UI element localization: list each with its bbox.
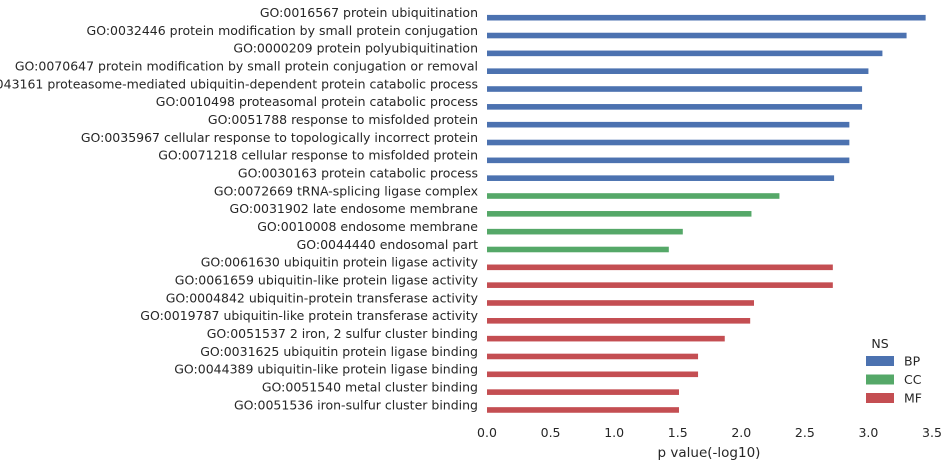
bar-bp [487, 50, 883, 57]
bar-bp [487, 32, 907, 39]
x-tick-label: 3.5 [922, 425, 942, 440]
bar-cc [487, 228, 683, 235]
x-axis: p value(-log10) 0.0 0.5 1.0 1.5 2.0 2.5 3.0 3.5 [477, 425, 942, 461]
legend-label-mf: MF [904, 391, 922, 406]
category-label: GO:0044440 endosomal part [297, 237, 479, 252]
bar-mf [487, 300, 754, 306]
x-tick-label: 0.5 [541, 425, 561, 440]
bar-bp [487, 68, 869, 74]
category-label: GO:0043161 proteasome-mediated ubiquitin… [0, 76, 478, 91]
category-label: GO:0019787 ubiquitin-like protein transf… [140, 308, 478, 323]
x-tick-label: 3.0 [858, 425, 878, 440]
category-label: GO:0051540 metal cluster binding [262, 379, 478, 394]
bar-bp [487, 139, 850, 146]
legend-label-bp: BP [904, 354, 921, 369]
category-label: GO:0000209 protein polyubiquitination [233, 41, 478, 56]
category-label: GO:0016567 protein ubiquitination [260, 5, 478, 20]
category-label: GO:0061659 ubiquitin-like protein ligase… [175, 272, 479, 287]
bar-cc [487, 246, 669, 253]
category-label: GO:0031625 ubiquitin protein ligase bind… [200, 344, 478, 359]
bar-mf [487, 353, 699, 360]
legend-label-cc: CC [904, 372, 922, 387]
legend: NS BP CC MF [866, 336, 922, 406]
x-tick-label: 1.0 [604, 425, 624, 440]
bar-cc [487, 211, 752, 217]
category-label: GO:0035967 cellular response to topologi… [81, 130, 478, 145]
bar-mf [487, 282, 833, 288]
legend-title: NS [871, 336, 888, 351]
category-label: GO:0010498 proteasomal protein catabolic… [156, 94, 478, 109]
bar-mf [487, 318, 751, 324]
bar-cc [487, 193, 780, 199]
category-label: GO:0051788 response to misfolded protein [208, 112, 478, 127]
category-label: GO:0004842 ubiquitin-protein transferase… [166, 290, 479, 305]
category-labels: GO:0016567 protein ubiquitination GO:0032… [0, 5, 479, 412]
x-axis-label: p value(-log10) [658, 445, 761, 461]
bar-bp [487, 121, 850, 128]
bar-mf [487, 371, 699, 378]
category-label: GO:0072669 tRNA-splicing ligase complex [214, 183, 478, 198]
x-tick-label: 1.5 [668, 425, 688, 440]
category-label: GO:0051536 iron-sulfur cluster binding [234, 397, 478, 412]
bar-mf [487, 264, 833, 271]
category-label: GO:0070647 protein modification by small… [15, 58, 478, 73]
category-label: GO:0031902 late endosome membrane [230, 201, 479, 216]
x-tick-label: 0.0 [477, 425, 497, 440]
bar-bp [487, 104, 863, 110]
bar-mf [487, 389, 679, 395]
legend-swatch-mf [866, 393, 894, 403]
category-label: GO:0044389 ubiquitin-like protein ligase… [174, 362, 478, 377]
category-label: GO:0051537 2 iron, 2 sulfur cluster bind… [207, 326, 478, 341]
category-label: GO:0010008 endosome membrane [257, 219, 478, 234]
category-label: GO:0061630 ubiquitin protein ligase acti… [201, 255, 479, 270]
bar-mf [487, 335, 725, 342]
category-label: GO:0030163 protein catabolic process [238, 165, 478, 180]
category-label: GO:0032446 protein modification by small… [87, 23, 478, 38]
x-tick-label: 2.0 [731, 425, 751, 440]
x-tick-label: 2.5 [795, 425, 815, 440]
bar-bp [487, 175, 835, 181]
bars [487, 14, 926, 413]
bar-bp [487, 14, 926, 21]
legend-swatch-cc [866, 374, 894, 385]
bar-mf [487, 407, 679, 413]
legend-swatch-bp [866, 356, 894, 366]
bar-bp [487, 157, 850, 164]
bar-bp [487, 86, 863, 92]
category-label: GO:0071218 cellular response to misfolde… [158, 148, 478, 163]
